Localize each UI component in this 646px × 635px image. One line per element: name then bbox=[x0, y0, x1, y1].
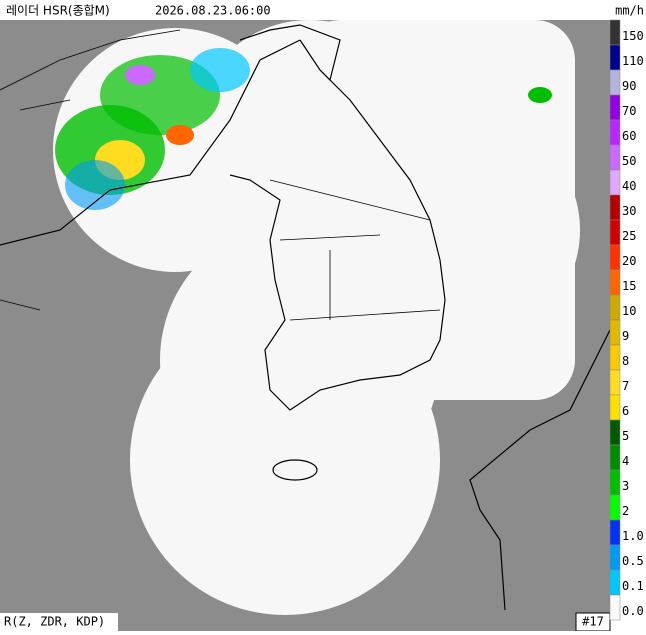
legend-swatch bbox=[609, 244, 621, 271]
legend-swatch bbox=[609, 594, 621, 621]
legend-swatch bbox=[609, 169, 621, 196]
legend-swatch bbox=[609, 444, 621, 471]
legend-label: 20 bbox=[622, 254, 636, 268]
echo bbox=[528, 87, 552, 103]
legend-label: 7 bbox=[622, 379, 629, 393]
echo bbox=[125, 65, 155, 85]
legend-swatch bbox=[609, 419, 621, 446]
legend-swatch bbox=[609, 294, 621, 321]
legend-label: 9 bbox=[622, 329, 629, 343]
legend-swatch bbox=[609, 119, 621, 146]
legend-label: 2 bbox=[622, 504, 629, 518]
legend-label: 8 bbox=[622, 354, 629, 368]
legend-label: 6 bbox=[622, 404, 629, 418]
legend-label: 5 bbox=[622, 429, 629, 443]
legend-label: 90 bbox=[622, 79, 636, 93]
legend-label: 1.0 bbox=[622, 529, 644, 543]
legend: 150 110 90 70 60 50 40 30 25 20 15 10 9 8 7 6 5 4 3 2 1.0 0.5… bbox=[609, 19, 644, 621]
legend-swatch bbox=[609, 369, 621, 396]
legend-label: 110 bbox=[622, 54, 644, 68]
unit: mm/h bbox=[615, 4, 644, 18]
legend-swatch bbox=[609, 519, 621, 546]
echo bbox=[65, 160, 125, 210]
echo bbox=[190, 48, 250, 92]
legend-swatch bbox=[609, 194, 621, 221]
border bbox=[0, 29, 441, 321]
radar-coverage bbox=[53, 20, 580, 615]
legend-label: 60 bbox=[622, 129, 636, 143]
legend-swatch bbox=[609, 569, 621, 596]
legend-label: 4 bbox=[622, 454, 629, 468]
legend-swatch bbox=[609, 544, 621, 571]
legend-label: 150 bbox=[622, 29, 644, 43]
legend-label: 30 bbox=[622, 204, 636, 218]
legend-swatch bbox=[609, 269, 621, 296]
legend-label: 0.5 bbox=[622, 554, 644, 568]
legend-label: 70 bbox=[622, 104, 636, 118]
legend-label: 40 bbox=[622, 179, 636, 193]
legend-swatch bbox=[609, 469, 621, 496]
legend-label: 25 bbox=[622, 229, 636, 243]
coastline bbox=[239, 24, 341, 82]
legend-swatch bbox=[609, 219, 621, 246]
legend-swatch bbox=[609, 19, 621, 46]
rain-echoes bbox=[55, 48, 552, 210]
legend-swatch bbox=[609, 44, 621, 71]
legend-label: 15 bbox=[622, 279, 636, 293]
legend-label: 0.0 bbox=[622, 604, 644, 618]
timestamp: 2026.08.23.06:00 bbox=[155, 4, 271, 18]
title: 레이더 HSR(종합M) bbox=[6, 4, 110, 18]
legend-label: 0.1 bbox=[622, 579, 644, 593]
coastline bbox=[0, 39, 301, 246]
legend-swatch bbox=[609, 94, 621, 121]
island bbox=[272, 459, 318, 481]
coastlines bbox=[0, 24, 611, 611]
count: #17 bbox=[582, 615, 604, 629]
legend-label: 3 bbox=[622, 479, 629, 493]
legend-swatch bbox=[609, 394, 621, 421]
legend-swatch bbox=[609, 344, 621, 371]
legend-swatch bbox=[609, 144, 621, 171]
legend-label: 50 bbox=[622, 154, 636, 168]
legend-swatch bbox=[609, 494, 621, 521]
method: R(Z, ZDR, KDP) bbox=[4, 615, 105, 629]
coastline bbox=[229, 39, 446, 411]
method-box bbox=[0, 613, 118, 631]
coastline bbox=[469, 329, 611, 611]
coverage-rect bbox=[300, 20, 575, 400]
legend-label: 10 bbox=[622, 304, 636, 318]
legend-swatch bbox=[609, 69, 621, 96]
legend-swatch bbox=[609, 319, 621, 346]
echo bbox=[166, 125, 194, 145]
